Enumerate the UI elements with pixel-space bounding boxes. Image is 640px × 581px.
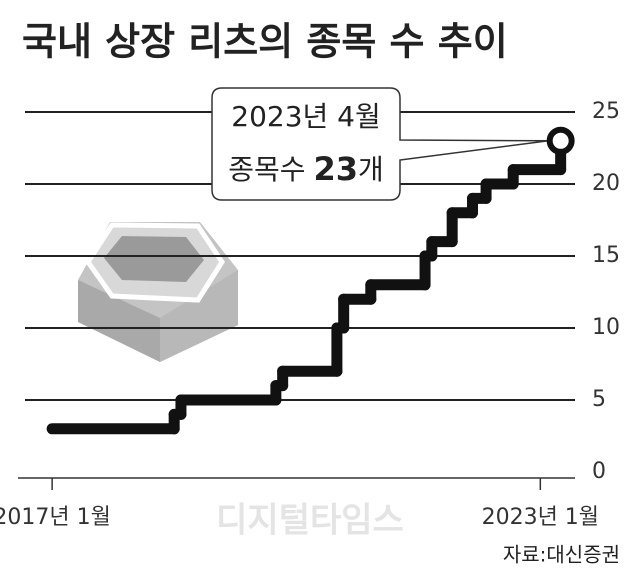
annotation-suffix: 개: [358, 153, 384, 186]
chart-title: 국내 상장 리츠의 종목 수 추이: [22, 20, 508, 64]
x-tick-label: 2023년 1월: [482, 505, 599, 530]
box-icon: [78, 222, 238, 362]
y-tick-label: 10: [592, 315, 620, 340]
annotation-date: 2023년 4월: [231, 100, 381, 133]
y-tick-label: 20: [592, 171, 620, 196]
source: 자료:대신증권: [503, 543, 620, 567]
y-tick-label: 15: [592, 243, 620, 268]
annotation-value: 23: [313, 150, 358, 188]
annotation-count: 종목수 23개: [228, 150, 384, 188]
y-tick-label: 0: [592, 459, 606, 484]
annotation-prefix: 종목수: [228, 153, 305, 186]
y-tick-label: 25: [592, 99, 620, 124]
end-point: [546, 126, 575, 155]
callout-box: [211, 87, 549, 201]
y-tick-label: 5: [592, 387, 606, 412]
watermark: 디지털타임스: [216, 501, 404, 541]
x-tick-label: 2017년 1월: [0, 505, 111, 530]
